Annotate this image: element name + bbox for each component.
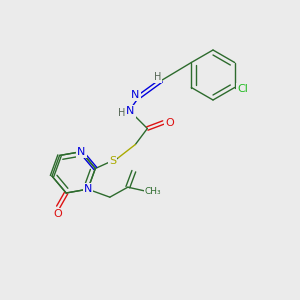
Text: H: H (154, 73, 161, 82)
Text: CH₃: CH₃ (145, 187, 161, 196)
Text: O: O (165, 118, 174, 128)
Text: N: N (84, 184, 92, 194)
Text: O: O (54, 209, 62, 219)
Text: N: N (131, 89, 140, 100)
Text: H: H (118, 107, 125, 118)
Text: N: N (77, 147, 86, 157)
Text: Cl: Cl (237, 85, 248, 94)
Text: N: N (126, 106, 134, 116)
Text: S: S (109, 155, 116, 166)
